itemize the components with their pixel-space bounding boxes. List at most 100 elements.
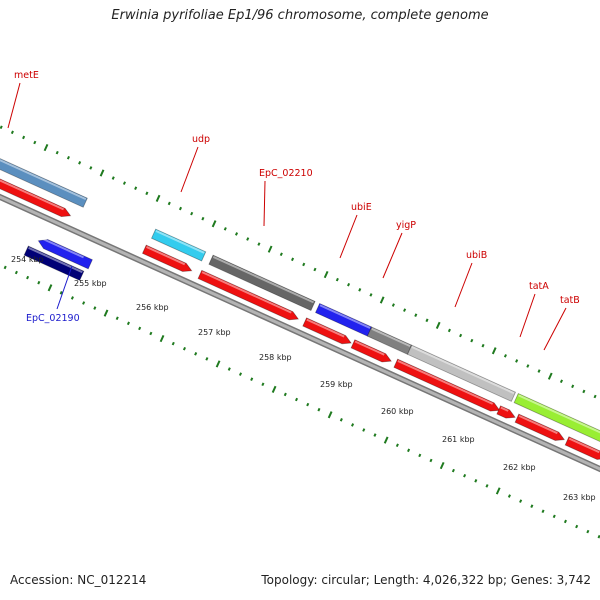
- inner-tick-mark: [171, 341, 175, 346]
- backbone-shadow: [0, 193, 600, 473]
- inner-tick-mark: [383, 436, 389, 444]
- outer-tick-mark: [55, 150, 59, 155]
- outer-tick-mark: [447, 328, 451, 333]
- inner-tick-mark: [70, 296, 74, 300]
- tick-label: 263 kbp: [563, 493, 596, 502]
- gene-block-ubie: [314, 302, 373, 337]
- outer-tick-mark: [347, 282, 351, 287]
- inner-tick-mark: [418, 453, 422, 458]
- inner-tick-mark: [519, 499, 523, 503]
- inner-tick-mark: [271, 385, 277, 393]
- outer-tick-mark: [291, 257, 295, 262]
- inner-tick-mark: [159, 334, 165, 343]
- label-leader-line: [454, 262, 473, 308]
- outer-tick-mark: [470, 338, 474, 343]
- outer-tick-mark: [335, 277, 339, 282]
- inner-tick-mark: [238, 372, 243, 376]
- outer-tick-mark: [234, 232, 239, 236]
- inner-tick-mark: [261, 382, 265, 387]
- inner-tick-mark: [327, 411, 333, 419]
- tick-label: 262 kbp: [503, 463, 536, 472]
- inner-tick-mark: [283, 392, 287, 397]
- outer-tick-mark: [167, 201, 171, 206]
- inner-tick-mark: [93, 306, 97, 310]
- outer-tick-mark: [491, 347, 497, 355]
- inner-tick-mark: [138, 326, 142, 331]
- cds-arrow: [393, 358, 501, 412]
- outer-tick-mark: [515, 359, 519, 363]
- cds-arrow: [141, 244, 193, 272]
- tick-label: 256 kbp: [136, 303, 169, 312]
- outer-tick-mark: [257, 242, 261, 246]
- gene-label-mete: metE: [14, 70, 39, 81]
- inner-tick-mark: [552, 514, 556, 519]
- inner-tick-mark: [439, 461, 445, 470]
- label-leader-line: [263, 180, 266, 227]
- cds-arrow: [197, 269, 300, 321]
- inner-tick-mark: [474, 479, 478, 483]
- label-leader-line: [7, 82, 21, 129]
- outer-tick-mark: [323, 270, 329, 279]
- inner-tick-mark: [541, 509, 545, 514]
- label-leader-line: [56, 265, 73, 310]
- outer-tick-mark: [547, 372, 553, 380]
- inner-tick-mark: [294, 397, 299, 402]
- gene-label-epc_02190: EpC_02190: [26, 313, 80, 324]
- gene-label-epc_02210: EpC_02210: [259, 168, 313, 179]
- outer-tick-mark: [379, 296, 385, 304]
- outer-tick-mark: [391, 303, 395, 307]
- gene-block-yigp: [366, 326, 413, 355]
- outer-tick-mark: [178, 206, 183, 211]
- outer-tick-mark: [99, 169, 105, 177]
- inner-tick-mark: [37, 280, 41, 285]
- inner-tick-mark: [182, 346, 187, 351]
- cds-arrow: [496, 405, 516, 419]
- inner-tick-mark: [485, 484, 489, 488]
- label-leader-line: [180, 146, 199, 193]
- inner-tick-mark: [530, 504, 534, 508]
- gene-label-tata: tatA: [529, 281, 549, 292]
- inner-tick-mark: [26, 275, 30, 280]
- inner-tick-track: [3, 265, 600, 539]
- inner-tick-mark: [451, 468, 455, 473]
- outer-tick-mark: [425, 318, 429, 323]
- inner-tick-mark: [47, 284, 53, 292]
- outer-tick-mark: [571, 384, 575, 389]
- tick-label: 260 kbp: [381, 407, 414, 416]
- inner-tick-mark: [205, 357, 209, 361]
- outer-tick-mark: [211, 220, 217, 228]
- cds-arrow: [0, 164, 72, 218]
- inner-tick-mark: [429, 458, 433, 463]
- tick-label: 255 kbp: [74, 279, 107, 288]
- tick-labels: 254 kbp 255 kbp 256 kbp 257 kbp 258 kbp 259 k…: [11, 255, 596, 502]
- gene-block-ubib: [407, 344, 517, 402]
- gene-block-epc_02210: [208, 254, 316, 312]
- inner-tick-mark: [362, 428, 366, 432]
- outer-tick-mark: [459, 333, 463, 338]
- inner-tick-mark: [115, 316, 119, 321]
- outer-tick-mark: [145, 191, 149, 196]
- inner-tick-mark: [14, 270, 18, 275]
- outer-tick-mark: [111, 176, 115, 180]
- outer-tick-mark: [593, 394, 597, 399]
- inner-tick-mark: [3, 265, 7, 270]
- outer-tick-mark: [302, 262, 306, 267]
- outer-tick-mark: [134, 186, 138, 190]
- gene-track: [0, 148, 600, 445]
- inner-tick-mark: [507, 494, 511, 498]
- outer-tick-mark: [279, 252, 283, 257]
- outer-tick-mark: [267, 245, 273, 253]
- outer-tick-mark: [122, 181, 126, 185]
- tick-label: 257 kbp: [198, 328, 231, 337]
- genome-summary-text: Topology: circular; Length: 4,026,322 bp…: [261, 573, 591, 587]
- inner-tick-mark: [103, 309, 109, 317]
- outer-tick-mark: [78, 161, 82, 165]
- inner-tick-mark: [586, 529, 590, 534]
- gene-block-reverse-arrow: [37, 237, 93, 270]
- outer-tick-mark: [435, 321, 441, 329]
- outer-tick-mark: [43, 143, 49, 152]
- gene-label-tatb: tatB: [560, 295, 580, 306]
- outer-tick-mark: [526, 364, 530, 368]
- gene-block-udp: [151, 228, 207, 262]
